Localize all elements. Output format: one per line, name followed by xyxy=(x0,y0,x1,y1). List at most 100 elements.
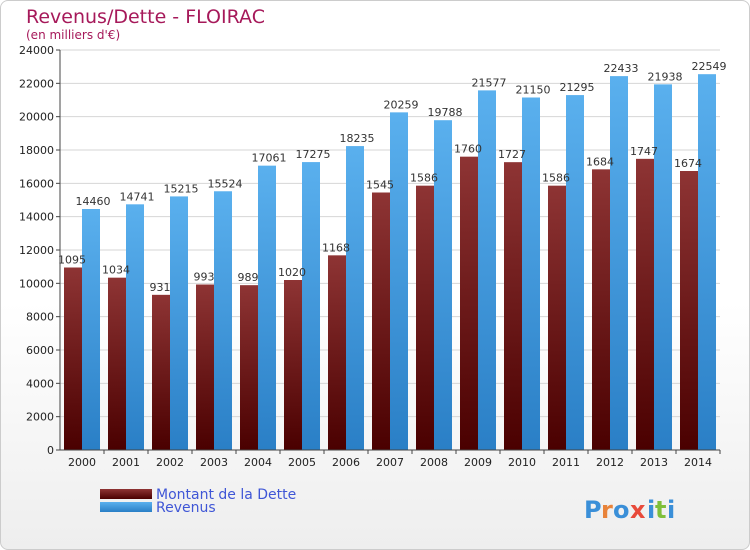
data-label-revenus: 15524 xyxy=(208,177,243,190)
x-tick-label: 2012 xyxy=(596,456,624,469)
x-tick-label: 2008 xyxy=(420,456,448,469)
bar-debt xyxy=(328,255,346,450)
legend-swatch xyxy=(100,502,152,512)
data-label-revenus: 19788 xyxy=(428,106,463,119)
data-label-revenus: 14741 xyxy=(120,190,155,203)
data-label-debt: 931 xyxy=(150,281,171,294)
bar-revenus xyxy=(522,97,540,450)
bar-debt xyxy=(460,156,478,450)
data-label-debt: 989 xyxy=(238,271,259,284)
bar-debt xyxy=(196,284,214,450)
data-label-revenus: 17275 xyxy=(296,148,331,161)
data-label-debt: 1095 xyxy=(58,254,86,267)
data-label-revenus: 15215 xyxy=(164,182,199,195)
bar-debt xyxy=(548,185,566,450)
data-label-revenus: 21150 xyxy=(516,84,551,97)
y-tick-label: 22000 xyxy=(19,77,54,90)
legend-label: Montant de la Dette xyxy=(156,487,296,503)
bar-revenus xyxy=(258,165,276,450)
bar-debt xyxy=(592,169,610,451)
data-label-revenus: 22433 xyxy=(604,62,639,75)
chart-subtitle: (en milliers d'€) xyxy=(26,28,120,42)
bar-revenus xyxy=(170,196,188,450)
data-label-revenus: 14460 xyxy=(76,195,111,208)
y-tick-label: 12000 xyxy=(19,244,54,257)
bar-debt xyxy=(372,192,390,450)
logo-letter: t xyxy=(655,496,666,524)
legend-swatch xyxy=(100,489,152,499)
data-label-debt: 1020 xyxy=(278,266,306,279)
bar-revenus xyxy=(214,191,232,450)
bar-revenus xyxy=(654,84,672,450)
data-label-debt: 1760 xyxy=(454,143,482,156)
y-tick-label: 20000 xyxy=(19,111,54,124)
bar-revenus xyxy=(566,95,584,450)
logo-letter: o xyxy=(613,496,630,524)
y-tick-label: 10000 xyxy=(19,277,54,290)
logo-letter: P xyxy=(584,496,602,524)
y-tick-label: 18000 xyxy=(19,144,54,157)
y-tick-label: 4000 xyxy=(26,377,54,390)
x-tick-label: 2014 xyxy=(684,456,712,469)
logo-letter: i xyxy=(667,496,675,524)
y-tick-label: 0 xyxy=(47,444,54,457)
x-tick-label: 2009 xyxy=(464,456,492,469)
bar-revenus xyxy=(302,162,320,451)
bar-debt xyxy=(504,162,522,450)
chart-title: Revenus/Dette - FLOIRAC xyxy=(26,6,265,28)
bar-debt xyxy=(636,158,654,451)
data-label-debt: 1545 xyxy=(366,179,394,192)
bar-revenus xyxy=(478,90,496,450)
x-tick-label: 2007 xyxy=(376,456,404,469)
x-tick-label: 2005 xyxy=(288,456,316,469)
data-label-debt: 1674 xyxy=(674,157,702,170)
data-label-revenus: 21938 xyxy=(648,70,683,83)
bar-revenus xyxy=(82,209,100,450)
bar-revenus xyxy=(434,120,452,450)
logo-letter: x xyxy=(630,496,646,524)
y-tick-label: 8000 xyxy=(26,311,54,324)
bar-debt xyxy=(416,185,434,450)
bar-revenus xyxy=(698,74,716,450)
legend-label: Revenus xyxy=(156,500,216,516)
data-label-revenus: 21295 xyxy=(560,81,595,94)
data-label-debt: 1727 xyxy=(498,148,526,161)
data-label-revenus: 20259 xyxy=(384,98,419,111)
data-label-debt: 993 xyxy=(194,271,215,284)
data-label-debt: 1168 xyxy=(322,241,350,254)
x-tick-label: 2000 xyxy=(68,456,96,469)
y-tick-label: 6000 xyxy=(26,344,54,357)
bar-revenus xyxy=(126,204,144,450)
logo-letter: i xyxy=(647,496,655,524)
x-tick-label: 2002 xyxy=(156,456,184,469)
bar-debt xyxy=(152,294,170,450)
y-tick-label: 2000 xyxy=(26,411,54,424)
x-tick-label: 2013 xyxy=(640,456,668,469)
bar-debt xyxy=(680,171,698,450)
y-tick-label: 24000 xyxy=(19,44,54,57)
bar-revenus xyxy=(346,146,364,451)
data-label-debt: 1034 xyxy=(102,264,130,277)
data-label-debt: 1586 xyxy=(542,172,570,185)
x-tick-label: 2006 xyxy=(332,456,360,469)
data-label-debt: 1747 xyxy=(630,145,658,158)
data-label-revenus: 18235 xyxy=(340,132,375,145)
bar-revenus xyxy=(390,112,408,450)
data-label-debt: 1684 xyxy=(586,155,614,168)
y-tick-label: 14000 xyxy=(19,211,54,224)
bar-debt xyxy=(240,285,258,450)
x-tick-label: 2004 xyxy=(244,456,272,469)
x-tick-label: 2010 xyxy=(508,456,536,469)
bar-debt xyxy=(108,277,126,450)
data-label-debt: 1586 xyxy=(410,172,438,185)
x-tick-label: 2001 xyxy=(112,456,140,469)
logo-letter: r xyxy=(601,496,613,524)
x-tick-label: 2003 xyxy=(200,456,228,469)
bar-debt xyxy=(64,267,82,450)
bar-debt xyxy=(284,280,302,450)
x-tick-label: 2011 xyxy=(552,456,580,469)
data-label-revenus: 17061 xyxy=(252,152,287,165)
bar-revenus xyxy=(610,76,628,450)
